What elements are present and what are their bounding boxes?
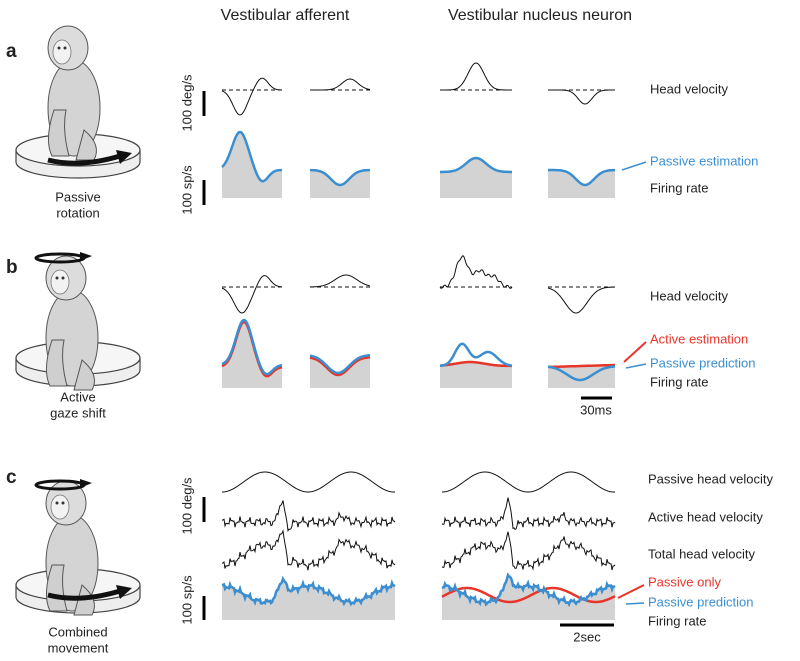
velocity-trace xyxy=(221,275,283,314)
firing-area xyxy=(222,132,282,198)
trace-label: Passive estimation xyxy=(650,153,758,168)
trace-label: Active head velocity xyxy=(648,509,763,524)
velocity-trace xyxy=(547,286,616,314)
caption: gaze shift xyxy=(50,405,106,420)
trace-label: Active estimation xyxy=(650,331,748,346)
caption: movement xyxy=(48,640,109,655)
trace-label: Firing rate xyxy=(648,613,707,628)
prediction-trace xyxy=(221,575,396,607)
caption: Passive xyxy=(55,189,101,204)
trace-label: Passive head velocity xyxy=(648,471,774,486)
active-trace xyxy=(439,360,513,368)
prediction-trace xyxy=(309,354,370,375)
active-trace xyxy=(548,363,615,369)
firing-area xyxy=(222,578,395,620)
time-scale: 2sec xyxy=(573,629,601,644)
estimation-trace xyxy=(221,130,283,183)
active-trace xyxy=(309,356,370,377)
total-velocity-trace xyxy=(221,529,396,571)
estimation-trace xyxy=(310,168,370,187)
velocity-trace xyxy=(221,77,283,116)
active-velocity-trace xyxy=(221,500,396,533)
trace-label: Head velocity xyxy=(650,81,729,96)
trace-label: Total head velocity xyxy=(648,546,755,561)
trace-label: Passive only xyxy=(648,574,721,589)
column-header: Vestibular afferent xyxy=(221,7,350,24)
scale-label: 100 deg/s xyxy=(179,74,194,132)
scale-label: 100 sp/s xyxy=(179,165,194,215)
total-velocity-trace xyxy=(441,531,616,571)
firing-area xyxy=(310,170,370,198)
panel-label: b xyxy=(6,257,18,278)
trace-label: Passive prediction xyxy=(650,355,756,370)
panel-label: c xyxy=(6,467,17,488)
trace-label: Firing rate xyxy=(650,180,709,195)
trace-label: Passive prediction xyxy=(648,594,754,609)
prediction-trace xyxy=(441,572,616,608)
passive-velocity-trace xyxy=(442,471,615,493)
velocity-trace xyxy=(310,78,371,91)
velocity-trace xyxy=(440,62,512,91)
caption: Active xyxy=(60,389,95,404)
panel-label: a xyxy=(6,41,17,62)
scale-label: 100 sp/s xyxy=(179,575,194,625)
caption: Combined xyxy=(48,624,107,639)
firing-area xyxy=(440,158,512,198)
velocity-trace xyxy=(548,89,615,105)
trace-label: Head velocity xyxy=(650,288,729,303)
column-header: Vestibular nucleus neuron xyxy=(448,7,632,24)
velocity-trace xyxy=(439,255,513,289)
active-velocity-trace xyxy=(441,497,616,531)
traces xyxy=(221,62,616,620)
estimation-trace xyxy=(548,168,615,187)
trace-label: Firing rate xyxy=(650,374,709,389)
prediction-trace xyxy=(221,318,283,376)
time-scale: 30ms xyxy=(580,402,612,417)
velocity-trace xyxy=(310,274,371,288)
estimation-trace xyxy=(440,156,512,174)
prediction-trace xyxy=(547,365,616,382)
caption: rotation xyxy=(56,205,99,220)
prediction-trace xyxy=(440,342,513,368)
passive-velocity-trace xyxy=(222,471,395,493)
scale-label: 100 deg/s xyxy=(179,477,194,535)
firing-area xyxy=(440,362,512,388)
